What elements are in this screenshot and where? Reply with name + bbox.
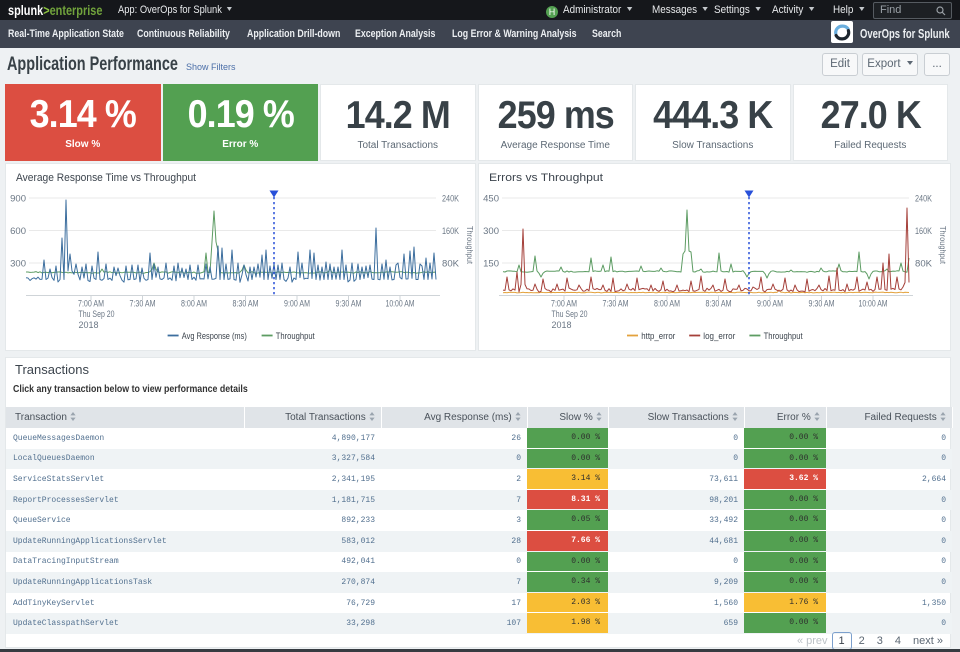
svg-text:Thu Sep 20: Thu Sep 20 xyxy=(552,309,588,319)
svg-text:10:00 AM: 10:00 AM xyxy=(386,299,415,309)
svg-text:7:00 AM: 7:00 AM xyxy=(551,299,577,309)
svg-text:9:30 AM: 9:30 AM xyxy=(809,299,835,309)
svg-text:Average Response Time vs Throu: Average Response Time vs Throughput xyxy=(16,172,196,184)
svg-text:http_error: http_error xyxy=(641,331,675,341)
svg-text:10:00 AM: 10:00 AM xyxy=(859,299,888,309)
svg-text:7:30 AM: 7:30 AM xyxy=(130,299,156,309)
svg-text:9:00 AM: 9:00 AM xyxy=(757,299,783,309)
svg-text:log_error: log_error xyxy=(703,331,735,341)
svg-text:9:30 AM: 9:30 AM xyxy=(336,299,362,309)
svg-text:Avg Response (ms): Avg Response (ms) xyxy=(182,331,247,341)
svg-text:2018: 2018 xyxy=(79,320,99,330)
svg-text:160K: 160K xyxy=(442,226,459,236)
svg-text:150: 150 xyxy=(483,259,499,270)
svg-text:80K: 80K xyxy=(442,259,459,269)
svg-text:Throughput: Throughput xyxy=(938,226,948,265)
svg-text:450: 450 xyxy=(483,194,499,205)
svg-text:240K: 240K xyxy=(915,194,932,204)
svg-text:8:00 AM: 8:00 AM xyxy=(654,299,680,309)
svg-text:Errors vs Throughput: Errors vs Throughput xyxy=(489,172,603,184)
svg-text:Throughput: Throughput xyxy=(764,331,803,341)
svg-text:600: 600 xyxy=(10,226,26,237)
svg-text:900: 900 xyxy=(10,194,26,205)
svg-text:7:00 AM: 7:00 AM xyxy=(78,299,104,309)
svg-text:Throughput: Throughput xyxy=(276,331,315,341)
svg-text:2018: 2018 xyxy=(552,320,572,330)
svg-text:Throughput: Throughput xyxy=(465,226,475,265)
svg-text:80K: 80K xyxy=(915,259,932,269)
svg-text:8:30 AM: 8:30 AM xyxy=(233,299,259,309)
svg-text:8:00 AM: 8:00 AM xyxy=(181,299,207,309)
svg-text:160K: 160K xyxy=(915,226,932,236)
svg-text:7:30 AM: 7:30 AM xyxy=(603,299,629,309)
svg-text:300: 300 xyxy=(483,226,499,237)
svg-text:240K: 240K xyxy=(442,194,459,204)
svg-text:8:30 AM: 8:30 AM xyxy=(706,299,732,309)
svg-text:Thu Sep 20: Thu Sep 20 xyxy=(79,309,115,319)
svg-text:9:00 AM: 9:00 AM xyxy=(284,299,310,309)
svg-text:300: 300 xyxy=(10,259,26,270)
